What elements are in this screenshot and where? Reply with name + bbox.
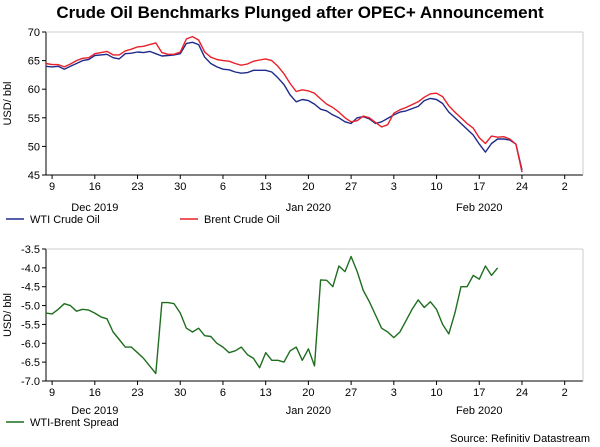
x-tick-label: 16 bbox=[89, 181, 101, 193]
series-line-brent-crude-oil bbox=[45, 35, 523, 173]
y-tick-label: 65 bbox=[28, 56, 40, 68]
x-tick-label: 30 bbox=[174, 387, 186, 399]
y-tick-label: 45 bbox=[28, 170, 40, 182]
x-tick-label: 16 bbox=[89, 387, 101, 399]
month-label: Feb 2020 bbox=[456, 405, 502, 417]
series-line-wti-brent-spread bbox=[45, 255, 499, 375]
spread-panel: -3.5 -4.0 -4.5 -5.0 -5.5 -6.0 -6.5 -7.0 USD/ bbl… bbox=[2, 244, 584, 429]
x-tick-label: 6 bbox=[220, 181, 226, 193]
x-tick-label: 10 bbox=[430, 181, 442, 193]
source-note: Source: Refinitiv Datastream bbox=[450, 433, 590, 445]
x-tick-label: 23 bbox=[131, 181, 143, 193]
month-label: Jan 2020 bbox=[286, 202, 331, 214]
x-tick-label: 24 bbox=[516, 181, 528, 193]
y-tick-label: 70 bbox=[28, 27, 40, 39]
y-tick-label: -5.5 bbox=[21, 319, 40, 331]
y-tick-label: -3.5 bbox=[21, 244, 40, 256]
x-tick-label: 3 bbox=[391, 181, 397, 193]
price-panel: 70 65 60 55 50 45 USD/ bbl 9 16 23 30 6 13 20 27 3 10 17 2… bbox=[2, 27, 584, 226]
x-tick-label: 9 bbox=[49, 181, 55, 193]
x-tick-label: 20 bbox=[302, 181, 314, 193]
series-line-wti-crude-oil bbox=[45, 41, 523, 171]
x-tick-label: 20 bbox=[302, 387, 314, 399]
month-label: Feb 2020 bbox=[456, 202, 502, 214]
x-tick-label: 9 bbox=[49, 387, 55, 399]
x-tick-label: 2 bbox=[562, 387, 568, 399]
y-tick-label: -6.5 bbox=[21, 357, 40, 369]
x-tick-label: 24 bbox=[516, 387, 528, 399]
legend-label: WTI-Brent Spread bbox=[30, 417, 119, 429]
y-tick-label: -4.0 bbox=[21, 263, 40, 275]
y-axis-label: USD/ bbl bbox=[2, 293, 14, 337]
y-tick-label: -5.0 bbox=[21, 301, 40, 313]
x-tick-label: 2 bbox=[562, 181, 568, 193]
legend-label: WTI Crude Oil bbox=[30, 214, 100, 226]
x-tick-label: 27 bbox=[345, 181, 357, 193]
month-label: Dec 2019 bbox=[71, 202, 118, 214]
y-tick-label: 55 bbox=[28, 113, 40, 125]
legend-label: Brent Crude Oil bbox=[204, 214, 280, 226]
x-tick-label: 3 bbox=[391, 387, 397, 399]
x-tick-label: 13 bbox=[260, 387, 272, 399]
chart-title: Crude Oil Benchmarks Plunged after OPEC+… bbox=[56, 3, 544, 22]
y-tick-label: -6.0 bbox=[21, 338, 40, 350]
y-tick-label: 60 bbox=[28, 84, 40, 96]
x-tick-label: 6 bbox=[220, 387, 226, 399]
y-axis-label: USD/ bbl bbox=[2, 81, 14, 125]
x-tick-label: 23 bbox=[131, 387, 143, 399]
x-tick-label: 13 bbox=[260, 181, 272, 193]
month-label: Dec 2019 bbox=[71, 405, 118, 417]
y-tick-label: 50 bbox=[28, 141, 40, 153]
month-label: Jan 2020 bbox=[286, 405, 331, 417]
y-tick-label: -7.0 bbox=[21, 376, 40, 388]
x-tick-label: 30 bbox=[174, 181, 186, 193]
x-tick-label: 17 bbox=[473, 181, 485, 193]
x-tick-label: 10 bbox=[430, 387, 442, 399]
y-tick-label: -4.5 bbox=[21, 282, 40, 294]
x-tick-label: 17 bbox=[473, 387, 485, 399]
x-tick-label: 27 bbox=[345, 387, 357, 399]
